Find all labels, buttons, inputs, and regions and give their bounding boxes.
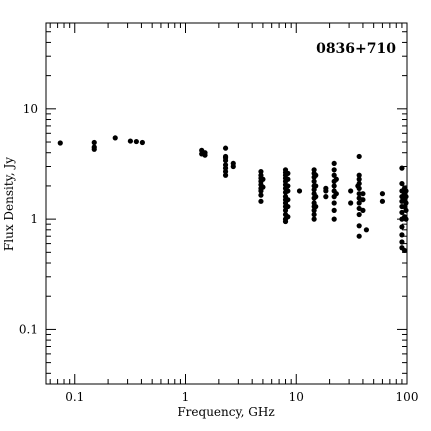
data-point [285, 170, 291, 176]
data-point [285, 183, 291, 189]
data-point [403, 188, 409, 194]
data-point [222, 172, 229, 178]
data-point [348, 200, 354, 206]
data-point [331, 183, 337, 189]
data-point [356, 223, 362, 229]
data-point [331, 167, 337, 173]
data-point [331, 172, 337, 178]
data-point [323, 194, 329, 200]
y-tick-label: 0.1 [19, 322, 38, 336]
data-point [403, 200, 409, 206]
chart-title: 0836+710 [316, 41, 396, 57]
y-tick-label: 1 [30, 212, 38, 226]
data-point [399, 209, 405, 216]
data-point [139, 139, 145, 146]
data-point [202, 150, 208, 156]
data-point [360, 197, 366, 203]
data-point [356, 233, 362, 239]
data-point [403, 216, 409, 222]
data-point [399, 165, 405, 171]
axis-ticks [46, 22, 408, 384]
data-point [313, 183, 319, 189]
x-tick-label: 0.1 [65, 390, 84, 404]
data-point [258, 192, 264, 198]
data-point [258, 198, 264, 204]
data-point [356, 172, 362, 178]
data-point [133, 138, 139, 145]
data-point [127, 138, 133, 144]
axis-tick-labels: 0.1 1 10 100 0.1 1 10 [19, 102, 419, 404]
data-point [356, 211, 362, 218]
data-point [356, 153, 362, 160]
data-point [323, 185, 329, 191]
data-point [91, 146, 97, 152]
data-point [399, 232, 405, 238]
data-point [311, 211, 317, 218]
data-point [285, 197, 291, 203]
data-point [356, 200, 362, 206]
x-tick-label: 100 [396, 390, 419, 404]
data-point [360, 207, 366, 213]
data-point [356, 176, 362, 182]
data-point [333, 191, 339, 197]
data-point [260, 184, 266, 190]
data-point [331, 216, 337, 222]
data-point [91, 139, 97, 146]
data-point [57, 140, 63, 146]
data-point [313, 172, 319, 178]
data-point [379, 198, 386, 204]
data-point [379, 191, 386, 197]
data-point [399, 239, 405, 245]
data-point [285, 176, 291, 182]
data-point [258, 188, 264, 194]
data-point [331, 160, 337, 167]
data-points [57, 135, 409, 254]
data-point [222, 155, 229, 161]
data-point [112, 135, 118, 141]
data-point [331, 200, 337, 206]
data-point [311, 216, 317, 222]
data-point [356, 191, 362, 197]
data-point [399, 180, 405, 187]
data-point [230, 163, 236, 170]
data-point [348, 188, 354, 194]
data-point [260, 176, 266, 182]
data-point [333, 176, 339, 182]
data-point [313, 194, 319, 200]
data-point [360, 191, 366, 197]
data-point [331, 207, 337, 213]
data-point [355, 183, 361, 189]
data-point [311, 178, 317, 184]
data-point [363, 227, 370, 233]
data-point [313, 203, 319, 210]
data-point [399, 224, 405, 230]
data-point [403, 194, 409, 200]
data-point [285, 203, 291, 210]
x-axis-title: Frequency, GHz [177, 405, 274, 419]
data-point [296, 188, 303, 194]
x-tick-label: 10 [289, 390, 304, 404]
data-point [222, 168, 229, 175]
data-point [258, 168, 264, 175]
x-tick-label: 1 [182, 390, 190, 404]
data-point [403, 207, 409, 213]
data-point [282, 207, 289, 213]
data-point [285, 188, 291, 194]
y-axis-title: Flux Density, Jy [2, 157, 16, 251]
y-tick-label: 10 [23, 102, 38, 116]
data-point [401, 247, 408, 254]
data-point [285, 214, 291, 220]
data-point [282, 218, 289, 225]
data-point [222, 145, 229, 151]
